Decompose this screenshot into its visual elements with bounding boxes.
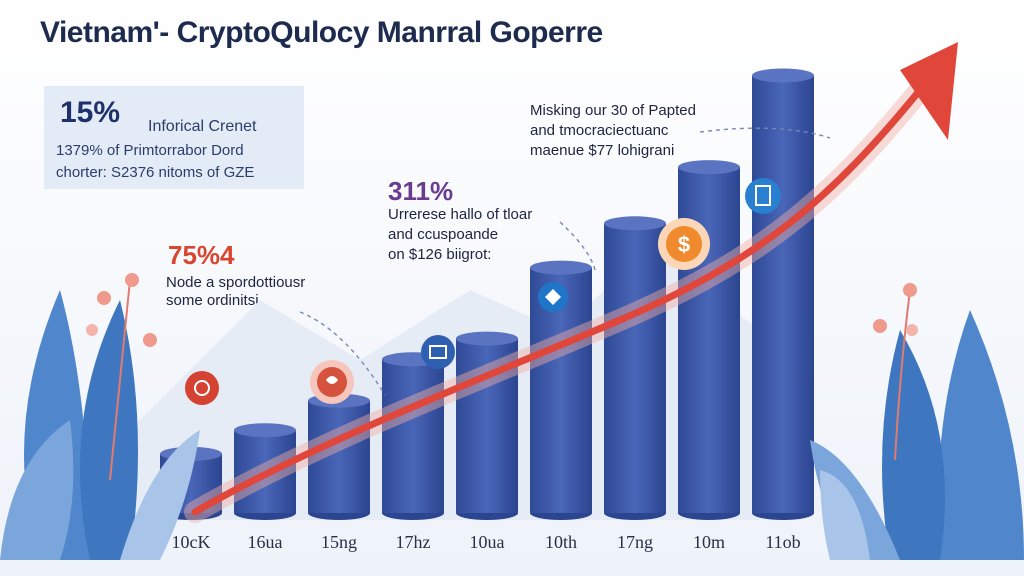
x-tick-labels: 10cK 16ua 15ng 17hz 10ua 10th 17ng 10m 11ob <box>172 532 801 552</box>
bars-group <box>160 68 814 520</box>
x-tick-label: 10m <box>693 532 725 552</box>
gift-badge-icon <box>421 335 455 369</box>
top-annotation-line-1: Misking our 30 of Papted <box>530 102 696 119</box>
document-badge-icon <box>745 178 781 214</box>
connector-middle <box>559 221 596 271</box>
panel-label: Inforical Crenet <box>148 118 257 135</box>
left-annotation-line-2: some ordinitsj <box>166 292 259 309</box>
x-tick-label: 10ua <box>470 532 505 552</box>
panel-line-2: chorter: S2376 nitoms of GZE <box>56 164 255 181</box>
x-tick-label: 15ng <box>321 532 357 552</box>
chart-title: Vietnam'- CryptoQulocy Manrral Goperre <box>40 16 603 49</box>
x-tick-label: 17ng <box>617 532 653 552</box>
top-annotation-line-2: and tmocraciectuanc <box>530 122 669 139</box>
middle-annotation-stat: 311% <box>388 176 454 206</box>
diamond-badge-icon <box>538 282 568 312</box>
panel-stat: 15% <box>60 96 121 129</box>
x-tick-label: 17hz <box>396 532 431 552</box>
bar-10m <box>678 160 740 520</box>
trend-arrow <box>191 86 924 516</box>
top-annotation-line-3: maenue $77 lohigrani <box>530 142 675 159</box>
connector-top <box>699 127 831 139</box>
middle-annotation-line-3: on $126 biigrot: <box>388 246 492 263</box>
right-foliage <box>810 283 1024 560</box>
bar-17hz <box>382 352 444 520</box>
middle-annotation-line-1: Urrerese hallo of tloar <box>388 206 533 223</box>
dollar-coin-icon: $ <box>658 218 710 270</box>
x-tick-label: 11ob <box>765 532 800 552</box>
x-tick-label: 10th <box>545 532 577 552</box>
heart-badge-icon <box>310 360 354 404</box>
bar-11ob <box>752 68 814 520</box>
gear-badge-icon <box>185 371 219 405</box>
left-annotation-stat: 75%4 <box>168 240 235 270</box>
left-annotation-line-1: Node a spordottiousr <box>166 274 306 291</box>
info-panel: 15% Inforical Crenet 1379% of Primtorrab… <box>44 86 304 189</box>
connector-left <box>299 311 386 396</box>
bar-17ng <box>604 216 666 520</box>
bar-15ng <box>308 393 370 520</box>
trend-arrow-head <box>900 42 958 140</box>
x-tick-label: 10cK <box>172 532 211 552</box>
middle-annotation-line-2: and ccuspoande <box>388 226 499 243</box>
left-foliage <box>0 273 200 560</box>
x-tick-label: 16ua <box>248 532 283 552</box>
svg-text:$: $ <box>678 232 690 257</box>
panel-line-1: 1379% of Primtorrabor Dord <box>56 142 244 159</box>
